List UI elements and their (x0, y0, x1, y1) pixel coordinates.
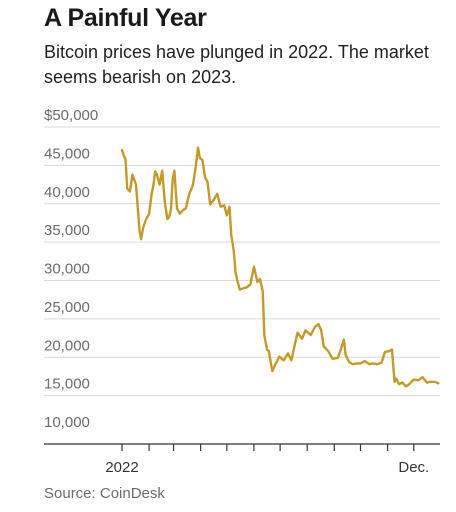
x-axis: 2022 Dec. (44, 443, 440, 476)
source-note: Source: CoinDesk (44, 485, 165, 502)
chart-subtitle: Bitcoin prices have plunged in 2022. The… (44, 42, 429, 87)
series-line-layer (120, 146, 440, 388)
y-tick-labels: 10,000 15,000 20,000 25,000 30,000 35,000 40,0… (44, 107, 98, 431)
y-tick-label: 20,000 (44, 337, 90, 354)
y-tick-label: $50,000 (44, 107, 98, 124)
y-tick-label: 10,000 (44, 414, 90, 431)
y-tick-label: 15,000 (44, 376, 90, 393)
x-tick-label: 2022 (105, 459, 138, 476)
chart-title: A Painful Year (44, 4, 207, 32)
y-tick-label: 40,000 (44, 184, 90, 201)
y-tick-label: 35,000 (44, 222, 90, 239)
y-tick-label: 30,000 (44, 261, 90, 278)
price-series-line (120, 146, 440, 388)
x-tick-label: Dec. (398, 459, 429, 476)
y-tick-label: 45,000 (44, 145, 90, 162)
y-tick-label: 25,000 (44, 299, 90, 316)
y-gridlines (44, 126, 440, 397)
